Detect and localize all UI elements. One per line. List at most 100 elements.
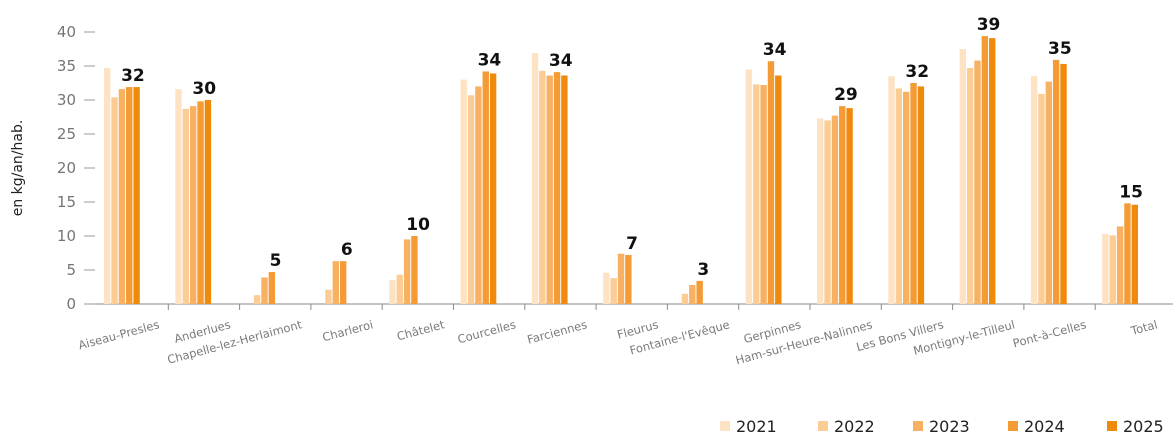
- data-label: 30: [192, 79, 216, 99]
- category-label: Farciennes: [526, 317, 589, 346]
- bar-2022: [966, 68, 974, 304]
- bar-2022: [182, 108, 190, 304]
- y-tick-label: 10: [57, 227, 76, 245]
- bar-2024: [1124, 203, 1131, 304]
- data-label: 15: [1119, 182, 1143, 202]
- bar-2023: [546, 75, 553, 305]
- y-tick-label: 25: [57, 125, 76, 143]
- bar-2025: [846, 108, 853, 304]
- y-tick-label: 5: [66, 261, 76, 279]
- bar-2022: [824, 120, 831, 305]
- legend-swatch: [913, 421, 923, 431]
- bar-2024: [767, 61, 775, 304]
- bar-2021: [531, 53, 539, 304]
- bar-2023: [689, 284, 696, 304]
- bar-2022: [253, 295, 261, 304]
- data-label: 32: [121, 66, 145, 86]
- category-label: Total: [1128, 317, 1159, 338]
- y-tick-label: 40: [57, 23, 76, 41]
- bar-2022: [1038, 93, 1045, 304]
- bar-2022: [753, 84, 760, 304]
- bar-2022: [610, 278, 617, 304]
- bar-2021: [1030, 76, 1038, 304]
- category-label: Pont-à-Celles: [1011, 317, 1087, 350]
- data-label: 7: [626, 234, 638, 254]
- bar-2022: [681, 293, 689, 304]
- bar-2024: [981, 36, 989, 305]
- data-label: 39: [977, 15, 1001, 35]
- bar-2021: [389, 280, 396, 304]
- bar-2025: [917, 86, 925, 305]
- legend-label: 2023: [929, 417, 970, 436]
- bar-2022: [325, 289, 332, 304]
- bar-2024: [411, 236, 418, 304]
- bar-2022: [396, 274, 403, 304]
- bar-2025: [204, 100, 212, 304]
- y-tick-label: 35: [57, 57, 76, 75]
- bar-2024: [268, 272, 276, 304]
- data-label: 5: [270, 251, 282, 271]
- bar-2022: [895, 88, 903, 304]
- bar-2021: [959, 49, 966, 304]
- legend-swatch: [1107, 421, 1117, 431]
- bar-2024: [1052, 59, 1060, 304]
- bar-2024: [197, 101, 204, 304]
- bar-2021: [175, 89, 182, 305]
- bar-2023: [617, 253, 625, 304]
- bar-2023: [974, 60, 981, 305]
- legend-swatch: [720, 421, 730, 431]
- bar-2023: [118, 89, 126, 305]
- bar-2025: [561, 75, 568, 305]
- bar-2024: [553, 72, 561, 305]
- legend-swatch: [1008, 421, 1018, 431]
- category-labels: Aiseau-Presles AnderluesChapelle-lez-Herl…: [77, 317, 1159, 367]
- bar-2021: [603, 272, 610, 304]
- bar-2024: [625, 255, 632, 304]
- data-label: 3: [697, 260, 709, 280]
- bar-2023: [261, 277, 268, 304]
- data-label: 6: [341, 240, 353, 260]
- bar-2024: [910, 83, 917, 304]
- bar-2021: [1102, 233, 1109, 304]
- legend-swatch: [818, 421, 828, 431]
- bar-2023: [1045, 81, 1052, 304]
- y-tick-label: 20: [57, 159, 76, 177]
- bar-2021: [745, 69, 753, 305]
- bars: [104, 36, 1138, 305]
- data-label: 35: [1048, 39, 1072, 59]
- bar-2024: [126, 87, 133, 304]
- category-label: Châtelet: [395, 317, 446, 343]
- legend-label: 2024: [1024, 417, 1065, 436]
- bar-2024: [482, 71, 489, 304]
- bar-2023: [403, 239, 411, 304]
- bar-2023: [190, 106, 197, 305]
- bar-2025: [133, 87, 140, 304]
- bar-2021: [104, 68, 111, 304]
- data-label: 10: [406, 215, 430, 235]
- data-label: 34: [478, 50, 502, 70]
- bar-2021: [817, 118, 824, 304]
- legend-label: 2021: [736, 417, 777, 436]
- bar-2021: [888, 76, 895, 304]
- bar-2022: [467, 95, 475, 305]
- bar-2024: [839, 106, 846, 305]
- y-tick-label: 30: [57, 91, 76, 109]
- data-label: 34: [549, 51, 573, 71]
- bar-2021: [460, 79, 467, 304]
- bar-2025: [775, 75, 782, 305]
- data-label: 29: [834, 85, 858, 105]
- bar-2025: [1060, 63, 1067, 305]
- data-labels: 32 30 5 6 10 34 34 7 3 34 29 32 39 35 15: [121, 15, 1143, 280]
- data-label: 32: [905, 62, 929, 82]
- bar-2022: [111, 97, 118, 304]
- legend-label: 2022: [834, 417, 875, 436]
- bar-2023: [760, 85, 767, 304]
- bar-2025: [1131, 204, 1138, 304]
- y-axis-label: en kg/an/hab.: [10, 120, 26, 217]
- bar-2025: [989, 38, 996, 305]
- bar-2023: [1116, 226, 1124, 304]
- bar-2022: [539, 70, 546, 304]
- y-tick-label: 0: [66, 295, 76, 313]
